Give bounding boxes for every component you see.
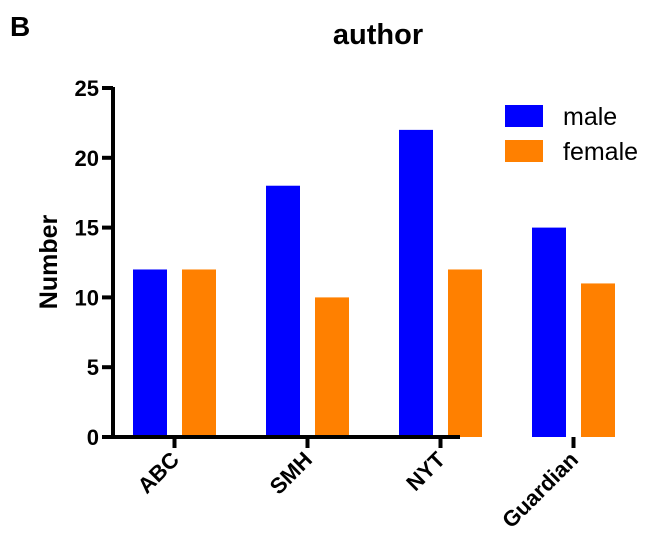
x-axis-ticks: ABC SMH NYT Guardian — [133, 437, 583, 533]
bar-female-guardian — [581, 283, 615, 437]
bar-female-abc — [182, 269, 216, 437]
x-tick-label: SMH — [265, 447, 317, 499]
y-axis-label: Number — [35, 215, 63, 310]
bar-series — [133, 129, 615, 437]
x-tick-label: Guardian — [497, 447, 583, 533]
bar-male-smh — [266, 185, 300, 437]
y-tick-label: 25 — [75, 76, 99, 101]
legend: male female — [505, 103, 638, 166]
legend-label-female: female — [563, 138, 638, 166]
y-tick-label: 10 — [75, 285, 99, 310]
bar-male-nyt — [399, 129, 433, 437]
chart-title: author — [333, 19, 423, 51]
y-tick-label: 15 — [75, 216, 99, 241]
bar-male-abc — [133, 269, 167, 437]
x-tick-label: ABC — [133, 447, 184, 498]
y-tick-label: 0 — [87, 425, 99, 450]
y-tick-label: 5 — [87, 355, 99, 380]
legend-swatch-female — [505, 140, 543, 162]
bar-female-nyt — [448, 269, 482, 437]
y-axis-ticks: 0 5 10 15 20 25 — [75, 76, 113, 450]
bar-male-guardian — [532, 227, 566, 437]
legend-label-male: male — [563, 103, 617, 131]
panel-label: B — [10, 11, 30, 42]
bar-female-smh — [315, 297, 349, 437]
legend-swatch-male — [505, 105, 543, 127]
y-tick-label: 20 — [75, 146, 99, 171]
x-tick-label: NYT — [401, 446, 450, 495]
